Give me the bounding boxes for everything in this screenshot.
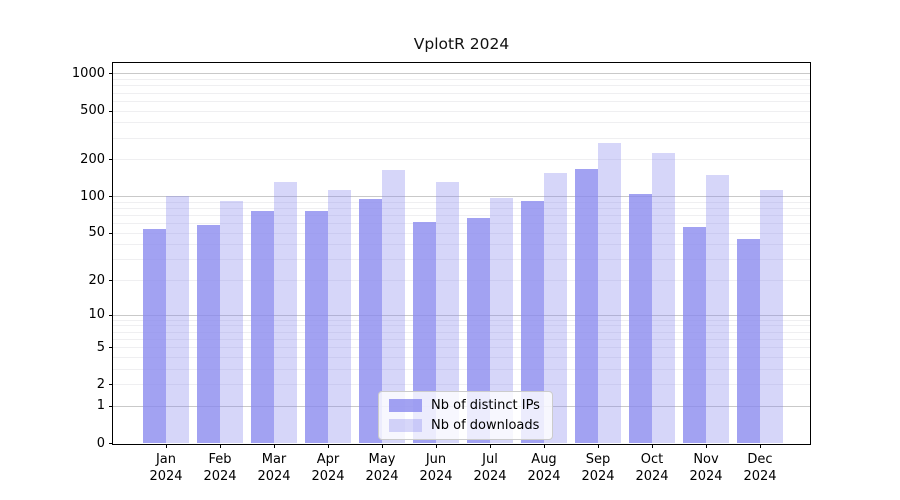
x-tick-label: Jul 2024: [473, 452, 507, 484]
minor-gridline: [113, 85, 810, 87]
y-tick-mark: [109, 196, 113, 198]
minor-gridline: [113, 79, 810, 81]
bar-aug-series1: [544, 172, 567, 443]
minor-gridline: [113, 100, 810, 102]
y-tick-mark: [109, 384, 113, 386]
legend-row-downloads: Nb of downloads: [389, 418, 540, 433]
bar-jan-series1: [166, 195, 189, 443]
chart-title: VplotR 2024: [413, 35, 510, 53]
x-tick-mark: [706, 444, 707, 448]
bar-sep-series0: [575, 169, 598, 443]
bar-mar-series1: [274, 182, 297, 443]
y-tick-mark: [109, 280, 113, 282]
y-tick-label: 1000: [71, 65, 105, 81]
x-tick-label: Oct 2024: [635, 452, 669, 484]
x-tick-label: Feb 2024: [203, 452, 237, 484]
y-tick-label: 20: [88, 272, 105, 288]
bar-dec-series1: [760, 190, 783, 443]
minor-gridline: [113, 122, 810, 124]
y-tick-mark: [109, 110, 113, 112]
y-tick-mark: [109, 347, 113, 349]
x-tick-label: Apr 2024: [311, 452, 345, 484]
x-tick-label: Jan 2024: [149, 452, 183, 484]
x-tick-label: Mar 2024: [257, 452, 291, 484]
bar-feb-series1: [220, 201, 243, 443]
y-tick-label: 50: [88, 225, 105, 241]
x-tick-label: May 2024: [365, 452, 399, 484]
bar-apr-series1: [328, 189, 351, 443]
legend-swatch-distinct-ips: [389, 399, 422, 412]
y-tick-mark: [109, 405, 113, 407]
y-tick-label: 0: [96, 435, 105, 451]
minor-gridline: [113, 137, 810, 139]
minor-gridline: [113, 92, 810, 94]
x-tick-mark: [328, 444, 329, 448]
minor-gridline: [113, 110, 810, 112]
x-tick-mark: [544, 444, 545, 448]
x-tick-mark: [220, 444, 221, 448]
bar-sep-series1: [598, 142, 621, 443]
bar-jul-series0: [467, 218, 490, 443]
bar-jun-series1: [436, 182, 459, 443]
y-tick-label: 500: [80, 103, 105, 118]
bar-dec-series0: [737, 239, 760, 443]
legend: Nb of distinct IPs Nb of downloads: [378, 391, 553, 440]
x-tick-mark: [436, 444, 437, 448]
x-tick-label: Sep 2024: [581, 452, 615, 484]
y-tick-label: 200: [80, 151, 105, 167]
legend-swatch-downloads: [389, 419, 422, 432]
y-tick-mark: [109, 73, 113, 75]
x-tick-mark: [274, 444, 275, 448]
y-tick-mark: [109, 232, 113, 234]
bar-feb-series0: [197, 224, 220, 443]
y-tick-label: 1: [96, 398, 105, 414]
bar-oct-series1: [652, 153, 675, 443]
y-tick-mark: [109, 443, 113, 444]
legend-label-distinct-ips: Nb of distinct IPs: [431, 398, 540, 413]
minor-gridline: [113, 159, 810, 161]
legend-label-downloads: Nb of downloads: [431, 418, 540, 433]
bar-nov-series0: [683, 226, 706, 443]
legend-row-distinct-ips: Nb of distinct IPs: [389, 398, 540, 413]
bar-jan-series0: [143, 228, 166, 443]
major-gridline: [113, 73, 810, 75]
x-tick-label: Nov 2024: [689, 452, 723, 484]
x-tick-label: Jun 2024: [419, 452, 453, 484]
x-tick-label: Aug 2024: [527, 452, 561, 484]
y-tick-label: 100: [80, 188, 105, 204]
y-tick-label: 10: [88, 307, 105, 323]
y-tick-label: 5: [96, 339, 105, 355]
x-tick-mark: [490, 444, 491, 448]
bar-aug-series0: [521, 201, 544, 443]
y-tick-mark: [109, 314, 113, 316]
x-tick-mark: [382, 444, 383, 448]
plot-area: [112, 62, 811, 445]
x-tick-mark: [598, 444, 599, 448]
bar-mar-series0: [251, 210, 274, 443]
bar-may-series1: [382, 170, 405, 443]
x-tick-mark: [166, 444, 167, 448]
x-tick-mark: [652, 444, 653, 448]
bar-oct-series0: [629, 194, 652, 443]
y-tick-label: 2: [96, 376, 105, 392]
y-tick-mark: [109, 159, 113, 161]
x-tick-mark: [760, 444, 761, 448]
x-tick-label: Dec 2024: [743, 452, 777, 484]
bar-apr-series0: [305, 210, 328, 443]
bar-nov-series1: [706, 175, 729, 443]
